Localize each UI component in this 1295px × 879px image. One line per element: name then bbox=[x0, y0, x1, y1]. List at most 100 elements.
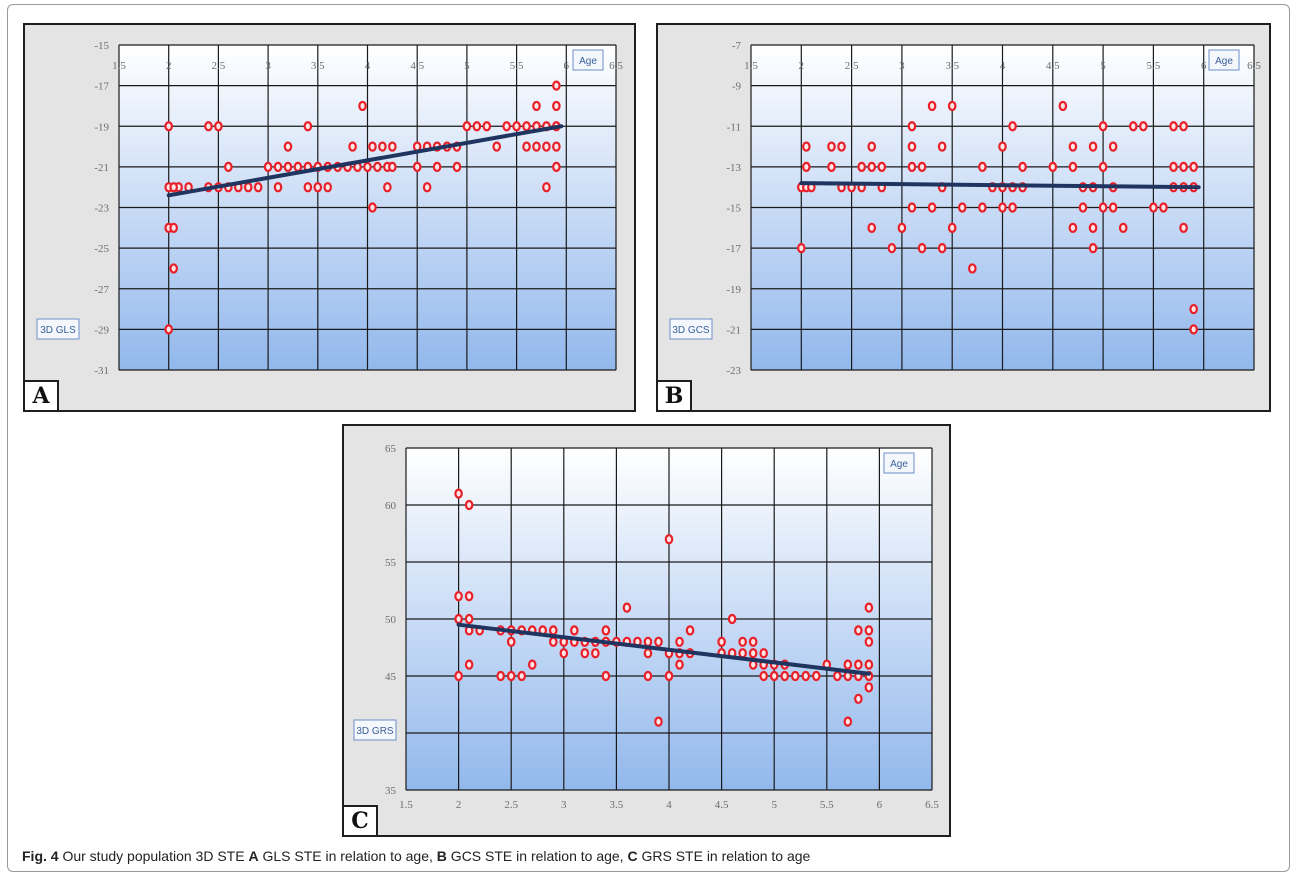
chart-a-point-63 bbox=[532, 100, 541, 112]
chart-c-point-14 bbox=[506, 670, 516, 682]
caption-label-a: A bbox=[248, 848, 259, 864]
chart-c-x-tick-0: 1.5 bbox=[399, 799, 413, 811]
chart-b-point-64 bbox=[1128, 121, 1138, 132]
chart-c-y-tick-0: 65 bbox=[385, 443, 397, 455]
chart-a-x-tick-3: 3 bbox=[265, 60, 271, 72]
chart-c-point-13 bbox=[506, 636, 516, 647]
chart-b-point-50 bbox=[1068, 222, 1078, 233]
chart-c-y-label-box bbox=[353, 719, 397, 741]
chart-c-point-63 bbox=[769, 670, 779, 682]
chart-b-point-53 bbox=[1088, 141, 1098, 152]
chart-c-point-16 bbox=[517, 670, 527, 682]
chart-c-point-1 bbox=[454, 591, 463, 602]
chart-b-x-tick-2: 2.5 bbox=[845, 60, 859, 72]
chart-a-point-25 bbox=[303, 121, 313, 132]
chart-c-point-57 bbox=[748, 648, 758, 659]
chart-panel-a: 1.5 2 2.5 3 3.5 4 4.5 5 5.5 6 6.5 -15 -17 -19 -21 -23 -2… bbox=[23, 23, 636, 412]
chart-a-point-33 bbox=[348, 141, 357, 152]
chart-a-x-tick-6: 4.5 bbox=[410, 60, 424, 72]
chart-a-point-3 bbox=[164, 324, 174, 335]
chart-a-point-58 bbox=[502, 121, 511, 132]
chart-a-x-tick-10: 6.5 bbox=[609, 60, 623, 72]
chart-a-point-26 bbox=[303, 182, 313, 193]
chart-b-point-23 bbox=[907, 202, 917, 213]
chart-a-point-39 bbox=[373, 161, 382, 172]
chart-a-svg: 1.5 2 2.5 3 3.5 4 4.5 5 5.5 6 6.5 -15 -17 -19 -21 -23 -2… bbox=[36, 40, 623, 377]
chart-a-point-59 bbox=[512, 121, 521, 132]
figure-caption: Fig. 4 Our study population 3D STE A GLS… bbox=[22, 848, 810, 864]
chart-a-point-50 bbox=[432, 161, 442, 172]
chart-c-point-55 bbox=[738, 648, 747, 659]
chart-a-point-7 bbox=[169, 182, 178, 193]
chart-c-point-75 bbox=[854, 659, 863, 670]
chart-b-y-tick-0: -7 bbox=[732, 40, 742, 52]
chart-b-point-14 bbox=[867, 161, 877, 172]
chart-c-point-42 bbox=[664, 534, 674, 545]
chart-c-x-tick-1: 2 bbox=[456, 799, 462, 811]
chart-b-point-47 bbox=[1058, 100, 1068, 112]
chart-c-point-50 bbox=[717, 636, 726, 647]
chart-b-point-52 bbox=[1078, 202, 1088, 213]
chart-a-point-54 bbox=[462, 121, 472, 132]
chart-a-point-43 bbox=[388, 141, 397, 152]
chart-a-y-tick-4: -23 bbox=[94, 203, 109, 215]
chart-c-point-48 bbox=[685, 625, 695, 636]
chart-b-point-67 bbox=[1159, 202, 1168, 213]
chart-b-point-20 bbox=[907, 121, 917, 132]
chart-b-point-35 bbox=[978, 202, 987, 213]
chart-c-point-45 bbox=[675, 636, 684, 647]
chart-b-point-24 bbox=[917, 161, 927, 172]
chart-b-y-tick-8: -23 bbox=[726, 365, 741, 377]
chart-a-point-48 bbox=[422, 182, 432, 193]
chart-c-point-41 bbox=[654, 716, 663, 727]
chart-c-y-label: 3D GRS bbox=[356, 726, 394, 737]
chart-b-point-55 bbox=[1088, 222, 1098, 233]
chart-c-y-tick-4: 45 bbox=[385, 671, 397, 683]
chart-b-point-19 bbox=[897, 222, 907, 233]
chart-b-point-43 bbox=[1008, 202, 1017, 213]
panel-label-b: B bbox=[658, 380, 692, 410]
chart-a-point-44 bbox=[388, 161, 397, 172]
chart-b-point-31 bbox=[947, 100, 957, 112]
chart-b-point-41 bbox=[1008, 121, 1017, 132]
chart-a-x-tick-5: 4 bbox=[365, 60, 371, 72]
chart-c-x-label: Age bbox=[890, 459, 908, 470]
chart-b-point-1 bbox=[797, 243, 806, 254]
chart-a-point-17 bbox=[253, 182, 263, 193]
chart-a-y-tick-1: -17 bbox=[94, 81, 109, 93]
chart-c-point-77 bbox=[854, 693, 863, 704]
chart-b-point-30 bbox=[937, 243, 947, 254]
chart-c-point-21 bbox=[548, 636, 558, 647]
chart-c-point-47 bbox=[675, 659, 684, 670]
chart-a-trendline bbox=[166, 124, 564, 198]
chart-b-point-74 bbox=[1179, 222, 1188, 233]
chart-a-point-37 bbox=[368, 141, 377, 152]
chart-c-x-label-box bbox=[883, 452, 915, 474]
chart-b-point-72 bbox=[1179, 161, 1188, 172]
chart-b-x-tick-7: 5 bbox=[1100, 60, 1106, 72]
chart-a-point-71 bbox=[552, 100, 561, 112]
chart-b-point-34 bbox=[968, 263, 977, 274]
chart-b-point-59 bbox=[1098, 202, 1108, 213]
chart-c-point-32 bbox=[601, 670, 611, 682]
chart-b-x-tick-5: 4 bbox=[1000, 60, 1006, 72]
chart-b-point-26 bbox=[927, 100, 937, 112]
chart-a-x-tick-1: 2 bbox=[166, 60, 172, 72]
chart-c-point-74 bbox=[854, 625, 863, 636]
chart-c-x-tick-8: 5.5 bbox=[820, 799, 834, 811]
chart-b-point-46 bbox=[1048, 161, 1058, 172]
chart-b-point-16 bbox=[877, 161, 887, 172]
caption-text-3: GCS STE in relation to age, bbox=[446, 848, 628, 864]
chart-a-x-tick-2: 2.5 bbox=[212, 60, 226, 72]
chart-b-point-6 bbox=[827, 141, 836, 152]
chart-c-point-39 bbox=[643, 670, 653, 682]
chart-a-point-9 bbox=[204, 121, 213, 132]
chart-a-y-tick-3: -21 bbox=[94, 162, 109, 174]
chart-b-x-tick-0: 1.5 bbox=[744, 60, 758, 72]
chart-a-x-tick-0: 1.5 bbox=[112, 60, 126, 72]
chart-b-point-60 bbox=[1108, 141, 1118, 152]
chart-b-point-3 bbox=[802, 161, 811, 172]
chart-c-point-40 bbox=[654, 636, 663, 647]
chart-c-point-18 bbox=[527, 659, 537, 670]
chart-b-y-tick-6: -19 bbox=[726, 284, 741, 296]
